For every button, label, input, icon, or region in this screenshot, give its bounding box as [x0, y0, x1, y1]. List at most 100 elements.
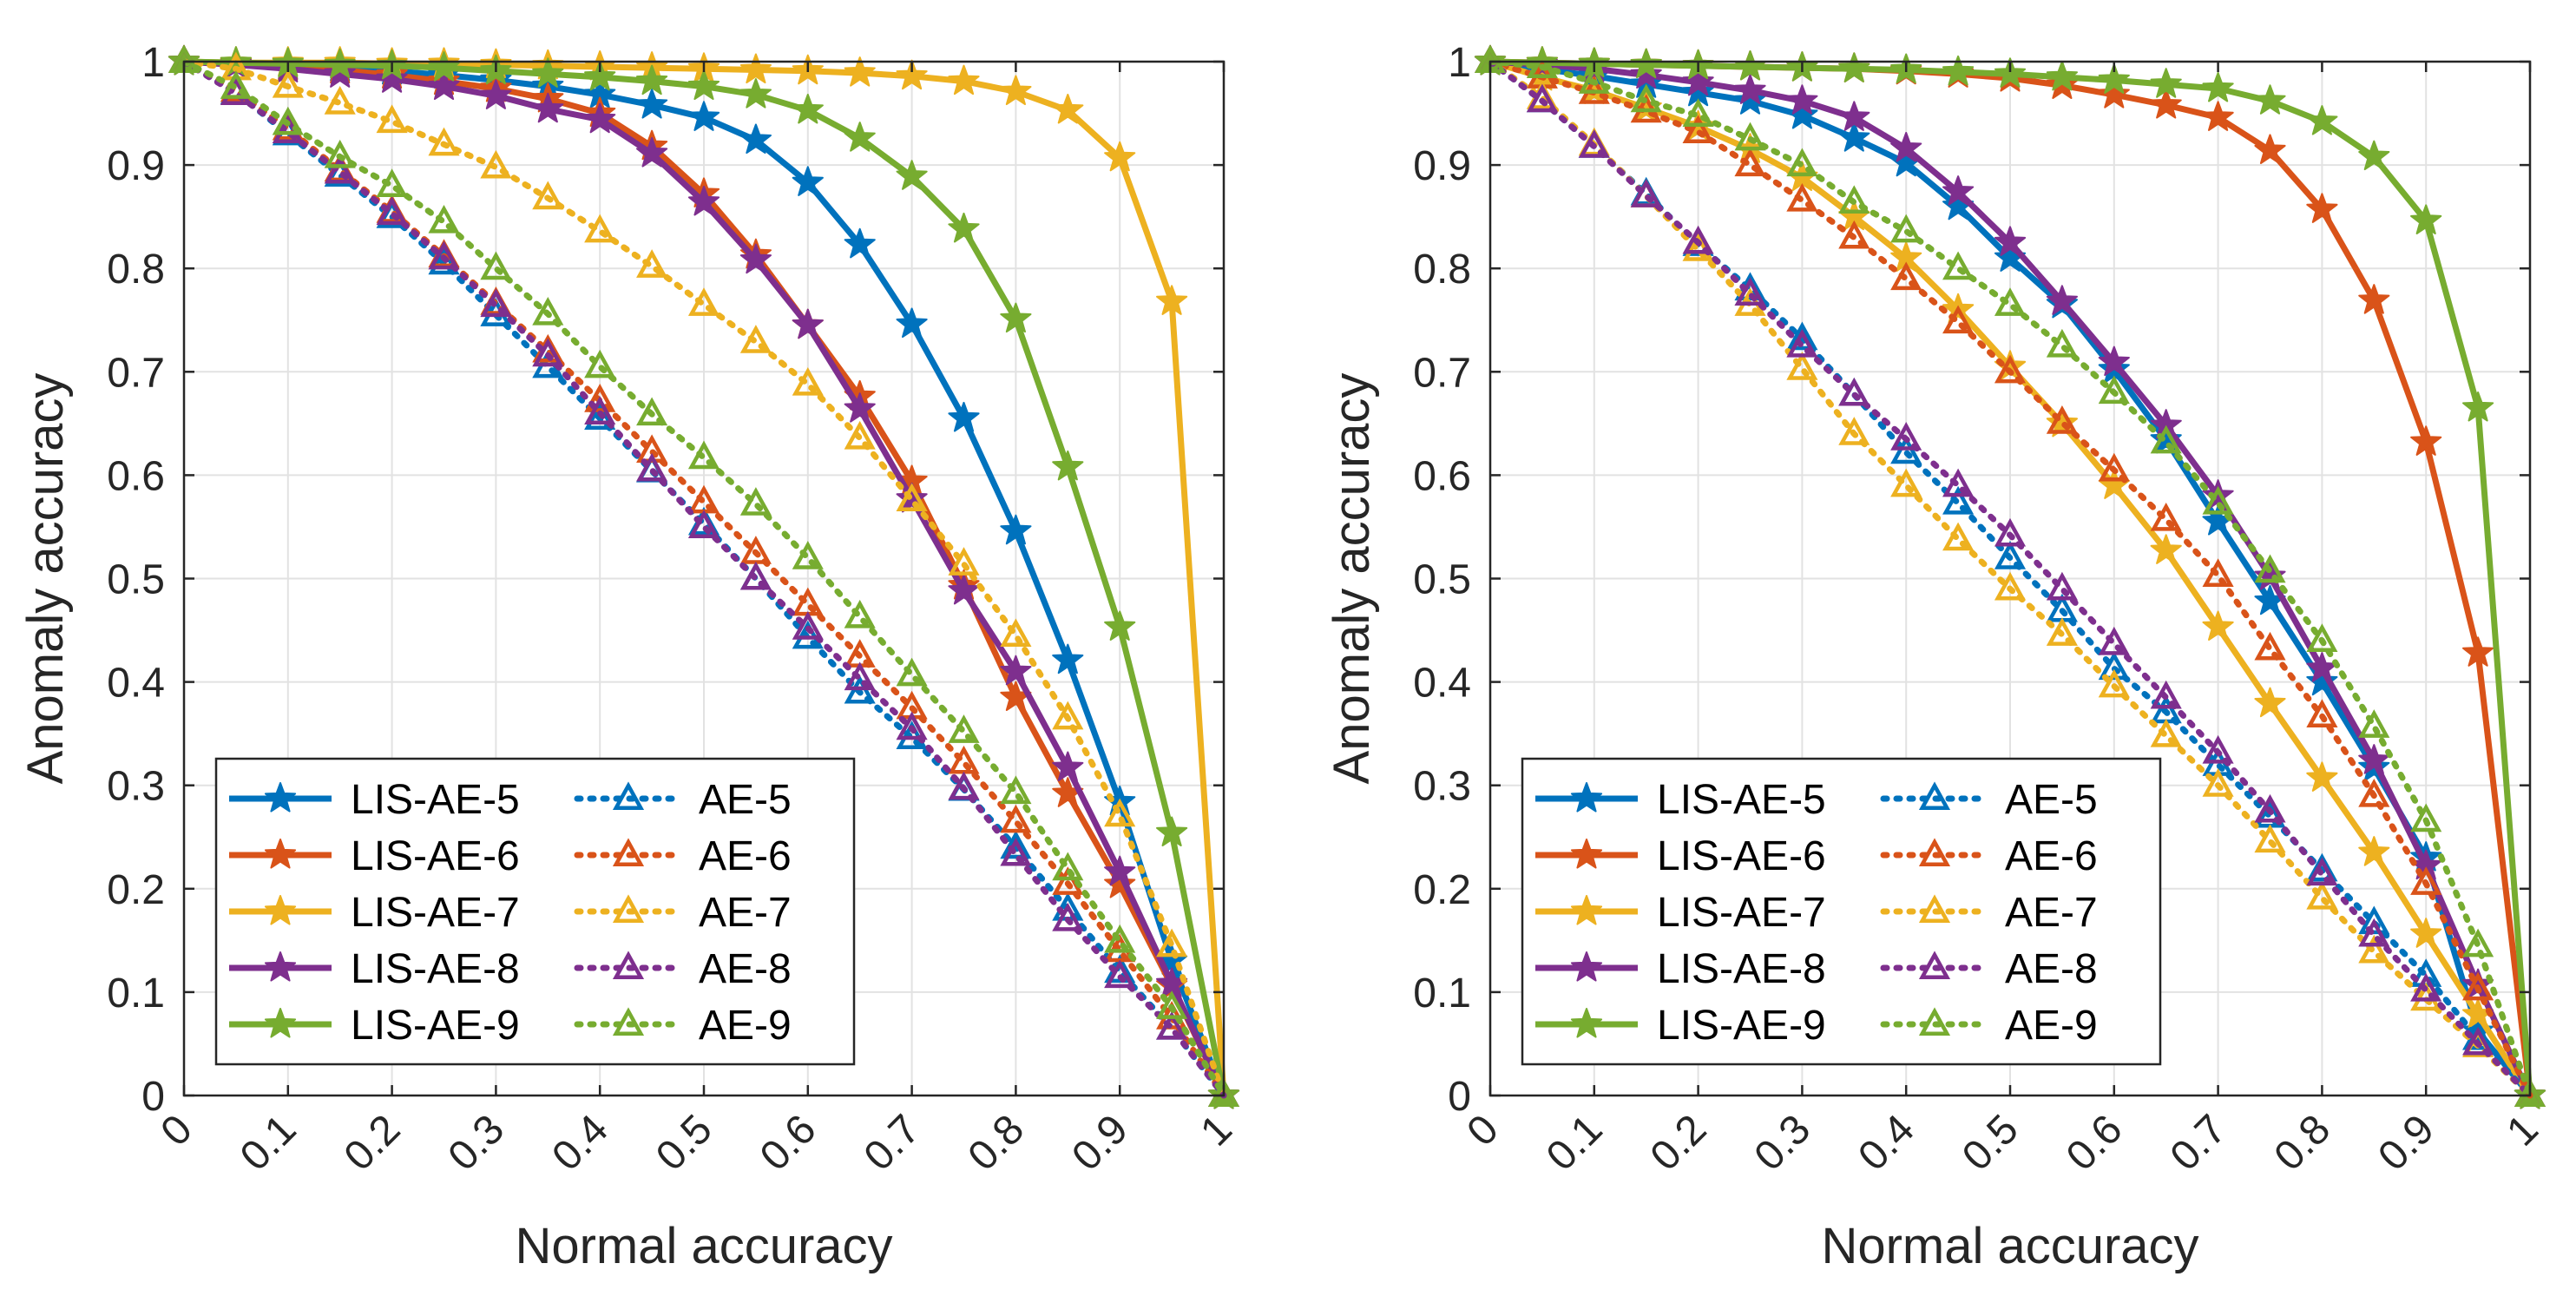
data-point — [376, 104, 408, 134]
data-point — [1000, 775, 1032, 805]
series-line — [1487, 58, 2533, 1099]
legend-item-lis-ae-8: LIS-AE-8 — [1535, 946, 1826, 992]
data-point — [2046, 60, 2078, 91]
legend-item-ae-5: AE-5 — [1880, 777, 2098, 823]
data-point — [2098, 63, 2130, 94]
y-tick-label: 0.4 — [1413, 661, 1471, 707]
data-point — [687, 101, 720, 131]
series-line — [1487, 58, 2533, 1099]
data-point — [792, 366, 824, 396]
legend-marker — [1570, 839, 1603, 869]
data-point — [1000, 830, 1032, 859]
data-point — [792, 308, 824, 339]
y-tick-label: 0.8 — [107, 247, 165, 293]
data-point — [2202, 485, 2234, 515]
legend-marker — [1918, 781, 1951, 811]
data-point — [428, 240, 460, 270]
data-point — [2098, 452, 2130, 482]
data-point — [2046, 617, 2078, 646]
data-point — [1838, 185, 1870, 214]
data-point — [532, 296, 564, 326]
legend-label: LIS-AE-6 — [351, 833, 520, 879]
data-point — [739, 243, 772, 274]
legend-item-lis-ae-7: LIS-AE-7 — [229, 890, 520, 936]
data-point — [324, 155, 356, 184]
data-point — [2254, 554, 2286, 583]
data-point — [532, 181, 564, 210]
legend-marker — [612, 781, 645, 811]
y-tick-label: 0.7 — [107, 350, 165, 396]
legend-label: LIS-AE-9 — [351, 1003, 520, 1049]
legend-marker — [264, 1008, 297, 1038]
data-point — [1000, 618, 1032, 648]
data-point — [532, 57, 564, 88]
data-point — [584, 214, 616, 243]
data-point — [739, 487, 772, 516]
data-point — [948, 212, 980, 243]
legend-item-ae-7: AE-7 — [1880, 890, 2098, 936]
legend-label: AE-7 — [2005, 890, 2098, 936]
data-point — [2202, 101, 2234, 131]
data-point — [2306, 880, 2338, 910]
x-tick-label: 0.1 — [232, 1106, 306, 1180]
x-tick-label: 0.7 — [2162, 1106, 2236, 1180]
legend-marker — [1918, 1007, 1951, 1036]
x-tick-label: 0.6 — [2058, 1106, 2132, 1180]
legend-item-lis-ae-6: LIS-AE-6 — [229, 833, 520, 879]
data-point — [636, 397, 668, 426]
y-tick-label: 0.1 — [1413, 971, 1471, 1017]
data-point — [1630, 48, 1662, 79]
data-point — [739, 325, 772, 353]
series-ae-9 — [1474, 44, 2546, 1108]
data-point — [739, 53, 772, 84]
data-point — [636, 137, 668, 168]
data-point — [2410, 918, 2442, 948]
data-point — [1786, 148, 1818, 177]
data-point — [2046, 328, 2078, 358]
chart-panel-2: 00.10.20.30.40.50.60.70.80.910 0.1 0.2 0.3 0… — [1324, 40, 2547, 1274]
data-point — [1786, 182, 1818, 212]
data-point — [2358, 918, 2390, 947]
x-tick-label: 0.3 — [440, 1106, 514, 1180]
legend: LIS-AE-5 LIS-AE-6 LIS-AE-7 LIS-AE-8 LIS-AE-9… — [1521, 757, 2162, 1066]
data-point — [844, 122, 876, 152]
data-point — [584, 383, 616, 412]
data-point — [1682, 98, 1714, 127]
data-point — [1734, 74, 1766, 104]
x-axis-label: Normal accuracy — [1821, 1218, 2198, 1274]
data-point — [1786, 98, 1818, 129]
data-point — [896, 307, 928, 339]
legend-marker — [1918, 894, 1951, 924]
legend-item-ae-9: AE-9 — [1880, 1003, 2098, 1049]
data-point — [1838, 52, 1870, 82]
data-point — [2202, 72, 2234, 102]
data-point — [948, 771, 980, 800]
data-point — [2306, 857, 2338, 886]
series-ae-8 — [168, 44, 1240, 1108]
x-tick-label: 0.6 — [752, 1106, 825, 1180]
data-point — [2254, 793, 2286, 823]
series-line — [1487, 58, 2533, 1099]
y-axis-label: Anomaly accuracy — [1324, 373, 1380, 785]
data-point — [1000, 302, 1032, 333]
data-point — [1890, 214, 1922, 243]
data-point — [2254, 824, 2286, 853]
data-point — [1526, 49, 1558, 79]
series-ae-6 — [1474, 44, 2546, 1108]
data-point — [844, 674, 876, 704]
series-ae-7 — [1474, 44, 2546, 1108]
legend-label: LIS-AE-6 — [1657, 833, 1826, 879]
data-point — [1890, 261, 1922, 291]
data-point — [480, 79, 512, 109]
data-point — [844, 227, 876, 259]
legend-marker — [264, 951, 297, 982]
data-point — [1630, 58, 1662, 89]
series-ae-9 — [168, 44, 1240, 1108]
legend-item-ae-7: AE-7 — [574, 890, 792, 936]
data-point — [2410, 425, 2442, 456]
x-tick-label: 0.4 — [1850, 1106, 1923, 1180]
y-tick-label: 0.9 — [107, 143, 165, 189]
data-point — [896, 483, 928, 512]
data-point — [2462, 971, 2494, 1001]
data-point — [1994, 541, 2027, 569]
